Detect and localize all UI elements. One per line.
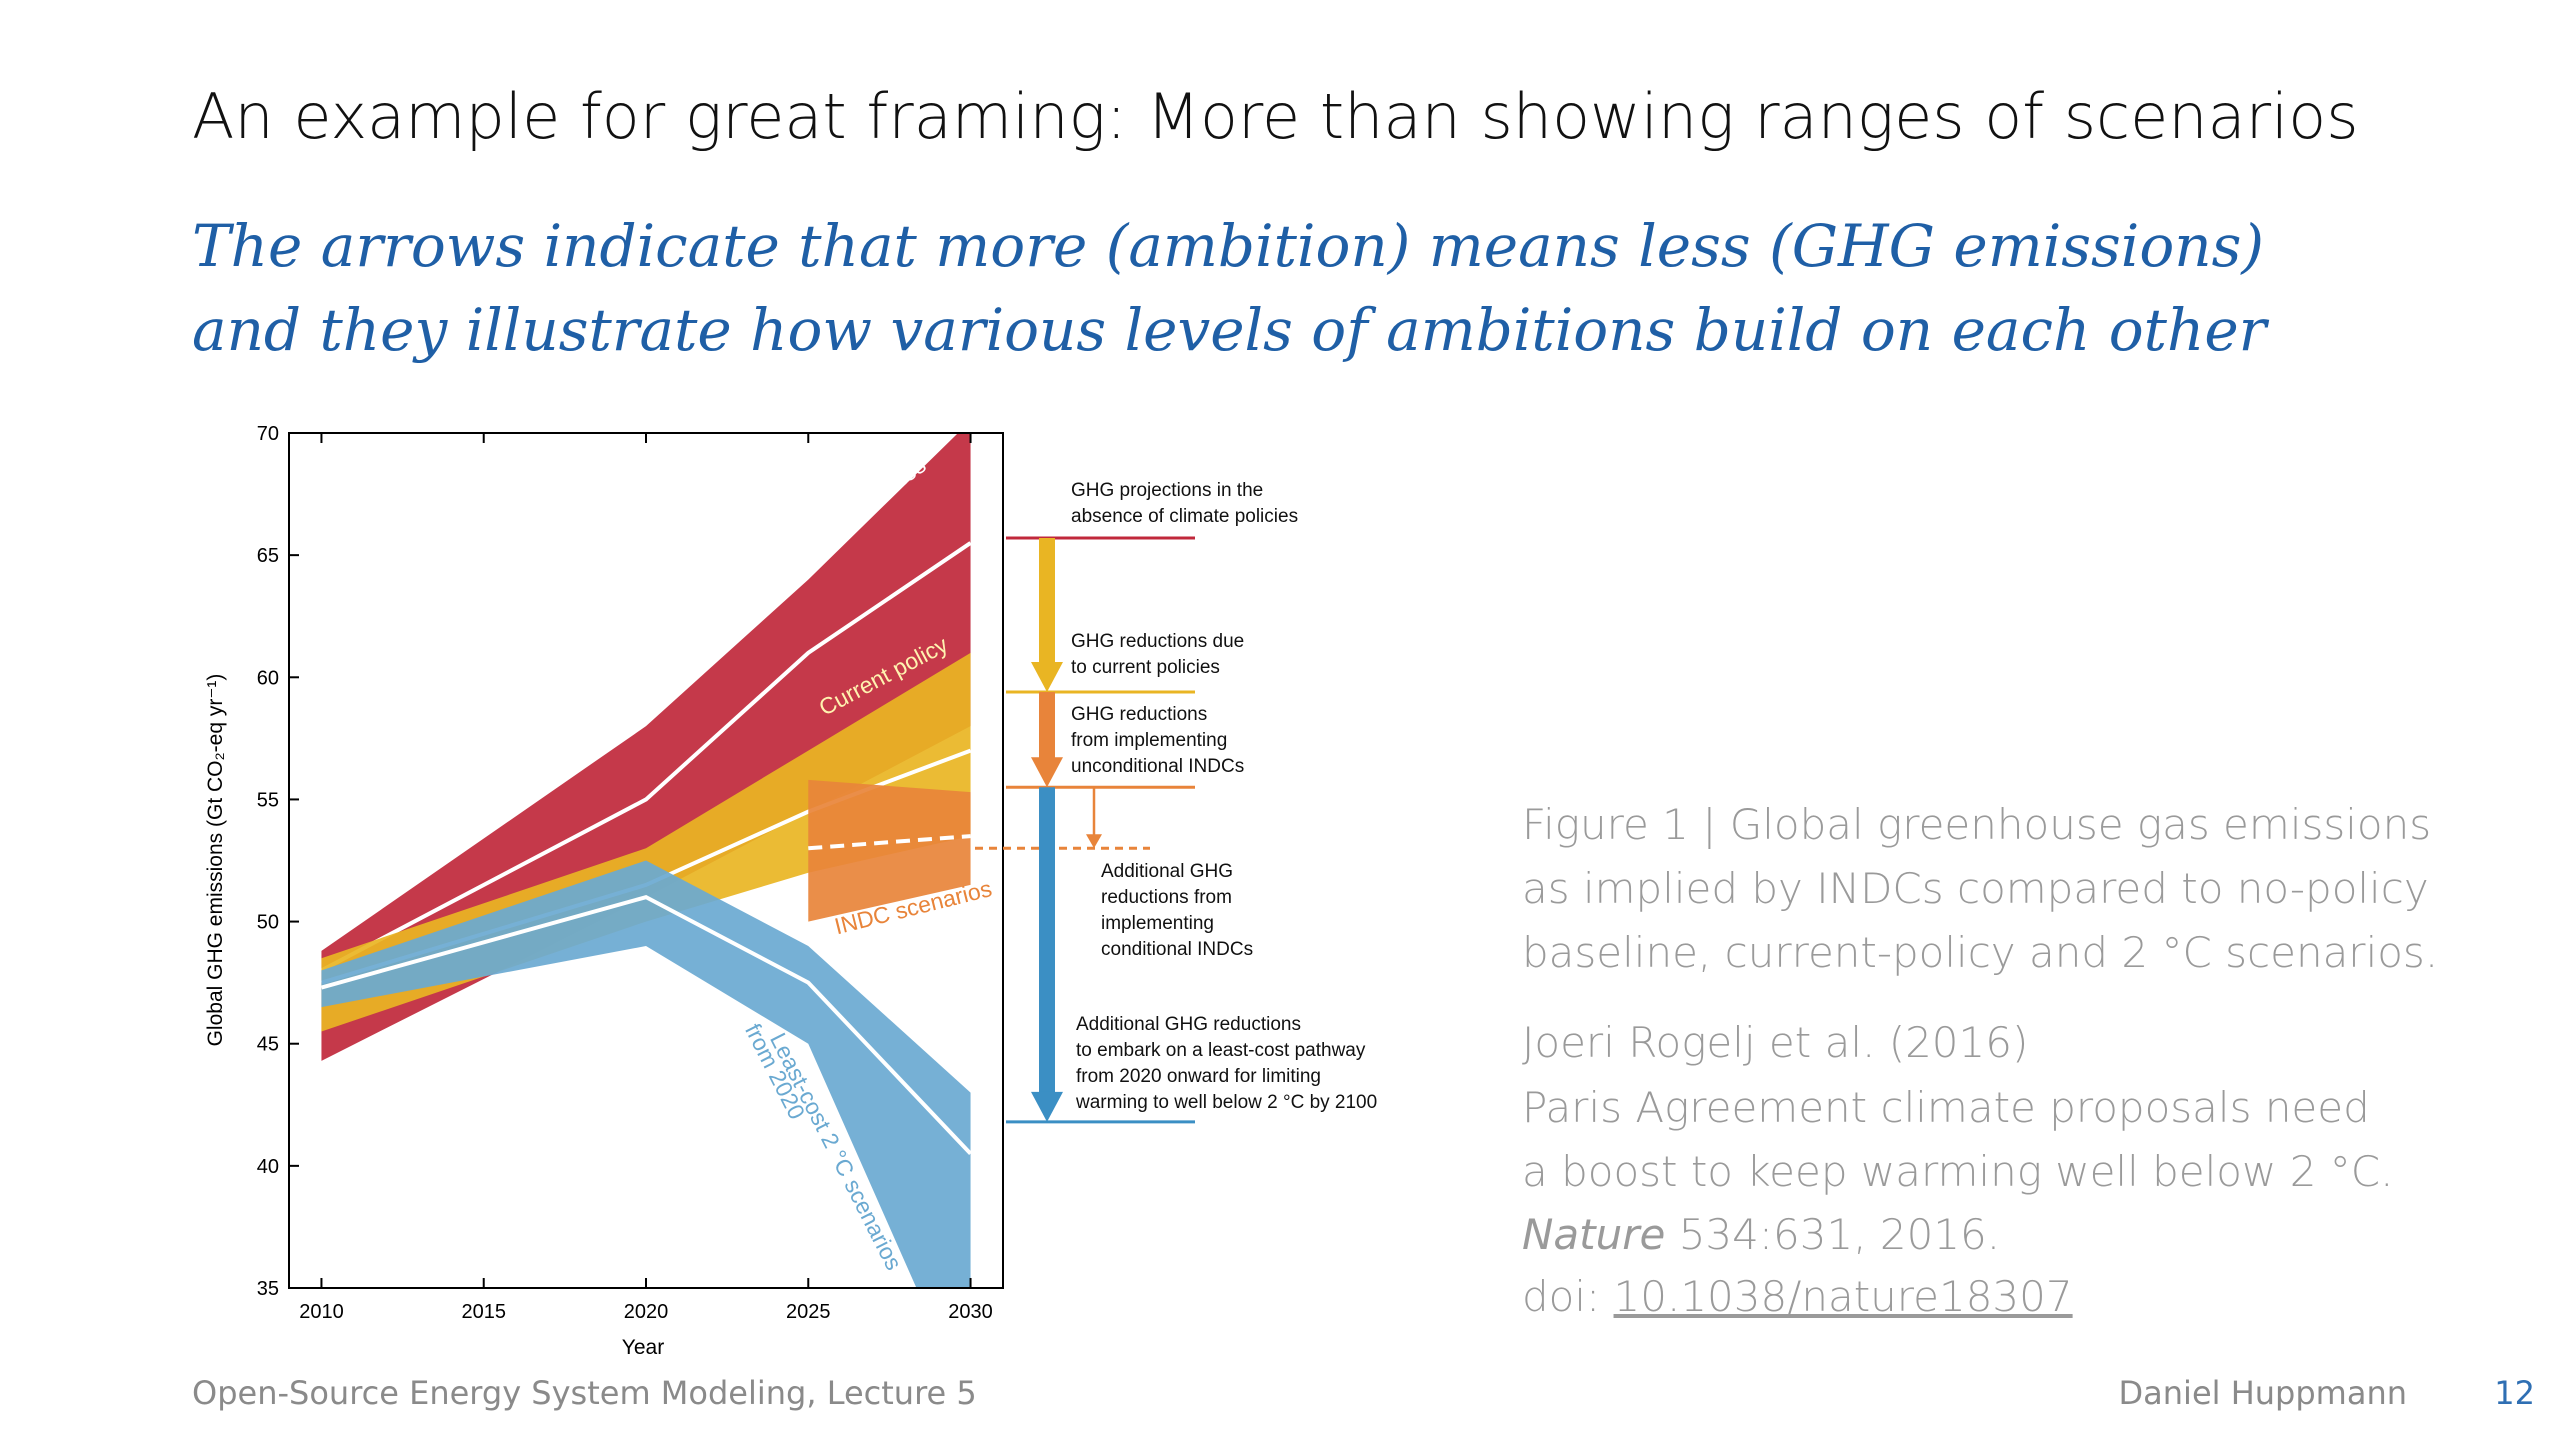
median-line xyxy=(808,834,971,851)
annotation-text: reductions from xyxy=(1101,887,1232,908)
annotation-text: Additional GHG reductions xyxy=(1076,1014,1301,1035)
slide-title: An example for great framing: More than … xyxy=(192,80,2359,153)
y-tick-label: 55 xyxy=(257,789,279,811)
x-axis-label: Year xyxy=(622,1336,664,1359)
caption: baseline, current-policy and 2 °C scenar… xyxy=(1522,928,2439,977)
y-tick-label: 35 xyxy=(257,1278,279,1300)
caption: Figure 1 | Global greenhouse gas emissio… xyxy=(1522,800,2432,849)
doi-link[interactable]: 10.1038/nature18307 xyxy=(1613,1272,2073,1321)
annotation-text: GHG reductions due xyxy=(1071,631,1244,652)
reference: Paris Agreement climate proposals need xyxy=(1522,1083,2370,1132)
plot-area xyxy=(320,433,972,1288)
y-tick-label: 50 xyxy=(257,912,279,934)
annotation-text: warming to well below 2 °C by 2100 xyxy=(1075,1092,1377,1113)
median-line xyxy=(320,895,972,1156)
arrow-head xyxy=(1031,661,1063,692)
annotation-text: unconditional INDCs xyxy=(1071,756,1244,777)
y-tick-label: 60 xyxy=(257,667,279,689)
annotation-text: conditional INDCs xyxy=(1101,939,1253,960)
annotation-text: implementing xyxy=(1101,913,1214,934)
footer-author: Daniel Huppmann xyxy=(2118,1374,2407,1412)
annotation-text: GHG reductions xyxy=(1071,704,1207,725)
band xyxy=(321,860,971,1288)
x-tick-label: 2020 xyxy=(624,1301,669,1323)
reference: a boost to keep warming well below 2 °C. xyxy=(1522,1147,2394,1196)
annotation-text: Additional GHG xyxy=(1101,861,1233,882)
footer-left: Open-Source Energy System Modeling, Lect… xyxy=(192,1374,977,1412)
arrow-head xyxy=(1031,1091,1063,1122)
citation: 534:631, 2016. xyxy=(1665,1210,2001,1259)
arrow-head xyxy=(1031,757,1063,788)
y-tick-label: 40 xyxy=(257,1156,279,1178)
reference: Joeri Rogelj et al. (2016) xyxy=(1522,1018,2029,1067)
x-tick-label: 2010 xyxy=(299,1301,344,1323)
arrow-head xyxy=(1086,834,1102,849)
y-axis-label: Global GHG emissions (Gt CO₂-eq yr⁻¹) xyxy=(204,674,227,1047)
annotation-text: absence of climate policies xyxy=(1071,506,1298,527)
x-tick-label: 2030 xyxy=(948,1301,993,1323)
page-number: 12 xyxy=(2494,1374,2535,1412)
median-line xyxy=(320,541,972,973)
annotation-text: to embark on a least-cost pathway xyxy=(1076,1040,1366,1061)
y-tick-label: 45 xyxy=(257,1034,279,1056)
y-tick-label: 70 xyxy=(257,423,279,445)
annotation-text: to current policies xyxy=(1071,657,1220,678)
doi: doi: 10.1038/nature18307 xyxy=(1522,1272,2073,1321)
annotation-text: from 2020 onward for limiting xyxy=(1076,1066,1321,1087)
y-tick-label: 65 xyxy=(257,545,279,567)
doi-prefix: doi: xyxy=(1522,1272,1614,1321)
journal: Nature xyxy=(1522,1210,1666,1259)
x-tick-label: 2015 xyxy=(461,1301,506,1323)
band xyxy=(808,779,971,922)
x-tick-label: 2025 xyxy=(786,1301,831,1323)
reference: Nature 534:631, 2016. xyxy=(1522,1210,2000,1259)
annotation-text: from implementing xyxy=(1071,730,1227,751)
subtitle: The arrows indicate that more (ambition)… xyxy=(192,212,2264,280)
subtitle: and they illustrate how various levels o… xyxy=(192,296,2267,364)
caption: as implied by INDCs compared to no-polic… xyxy=(1522,864,2429,913)
annotation-text: GHG projections in the xyxy=(1071,480,1263,501)
